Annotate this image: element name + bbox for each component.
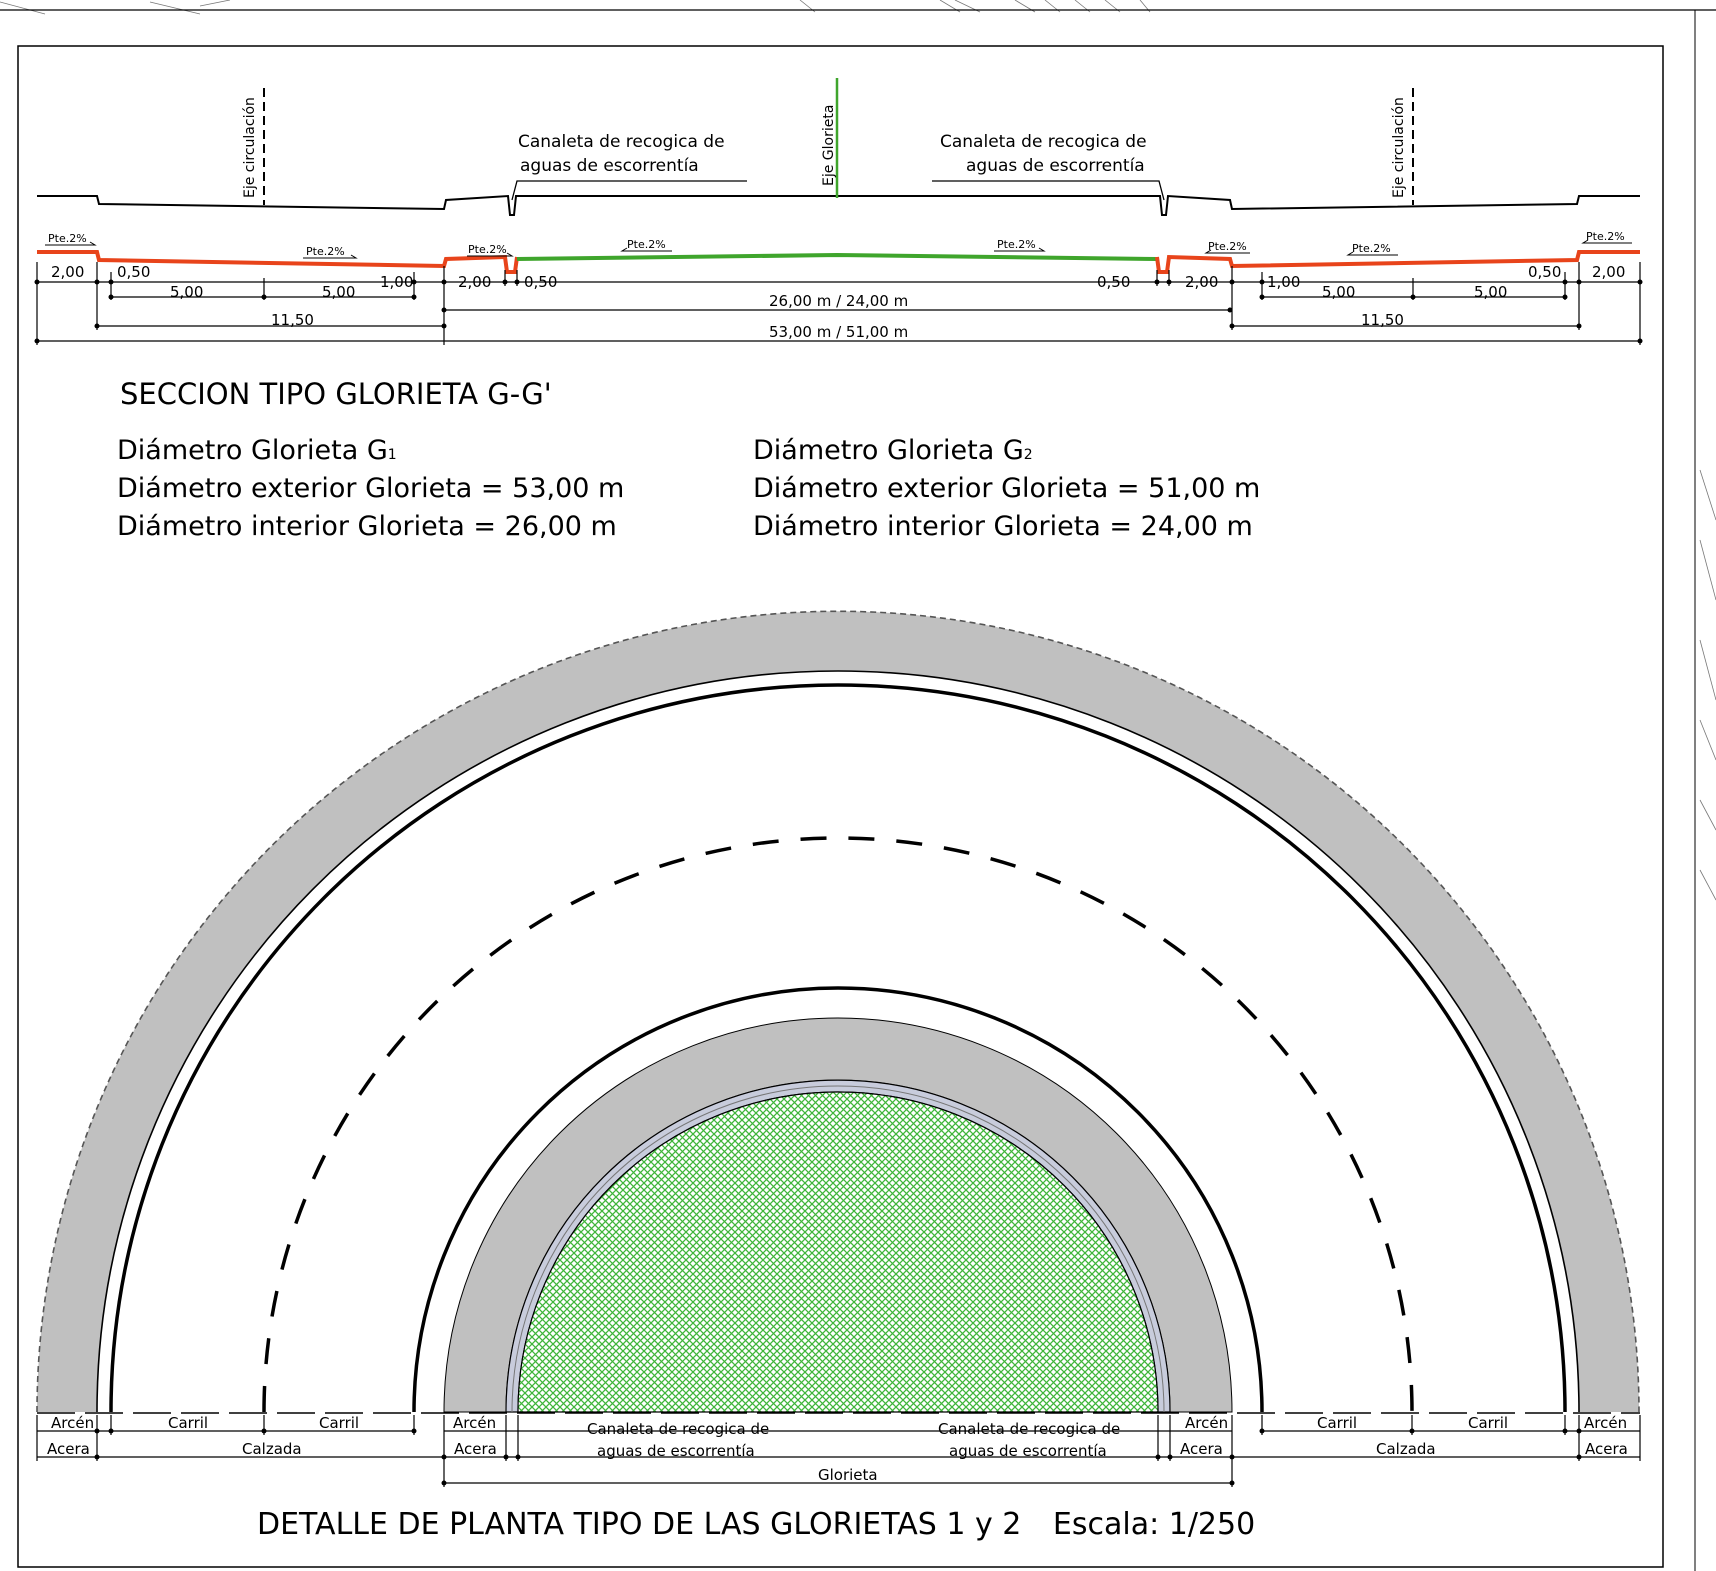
spec-g2: Diámetro Glorieta G2 Diámetro exterior G…	[753, 435, 1260, 542]
svg-text:Canaleta de recogica de: Canaleta de recogica de	[938, 1420, 1120, 1438]
svg-text:Carril: Carril	[319, 1414, 359, 1432]
pavement-profile-right	[1155, 250, 1640, 274]
spec-g1-sub: 1	[388, 447, 397, 463]
axis-left-label: Eje circulación	[242, 97, 258, 198]
svg-text:Carril: Carril	[1317, 1414, 1357, 1432]
svg-text:Pte.2%: Pte.2%	[306, 245, 345, 258]
island-profile	[516, 252, 1158, 261]
curb-outer	[96, 670, 1580, 1413]
inner-road-edge	[412, 986, 1264, 1413]
svg-text:Pte.2%: Pte.2%	[627, 238, 666, 251]
central-island-grass	[517, 1091, 1159, 1413]
svg-text:Diámetro Glorieta G2: Diámetro Glorieta G2	[753, 435, 1033, 466]
sheet-frame	[0, 9, 1716, 1571]
spec-g1-interior: Diámetro interior Glorieta = 26,00 m	[117, 511, 617, 542]
svg-text:Carril: Carril	[1468, 1414, 1508, 1432]
svg-text:Carril: Carril	[168, 1414, 208, 1432]
svg-text:Pte.2%: Pte.2%	[48, 232, 87, 245]
svg-text:0,50: 0,50	[1528, 263, 1561, 281]
svg-text:5,00: 5,00	[1322, 283, 1355, 301]
spec-g2-sub: 2	[1024, 447, 1033, 463]
svg-text:Arcén: Arcén	[51, 1414, 94, 1432]
slope-labels: Pte.2% Pte.2% Pte.2% Pte.2% Pte.2% Pte.2…	[48, 230, 1625, 258]
spec-g1-exterior: Diámetro exterior Glorieta = 53,00 m	[117, 473, 624, 504]
svg-text:Acera: Acera	[454, 1440, 497, 1458]
plan-view	[36, 610, 1640, 1414]
svg-text:Calzada: Calzada	[1376, 1440, 1436, 1458]
svg-text:5,00: 5,00	[322, 283, 355, 301]
dimension-ticks	[34, 279, 1643, 344]
spec-g2-title: Diámetro Glorieta G	[753, 435, 1024, 466]
svg-text:5,00: 5,00	[1474, 283, 1507, 301]
svg-text:11,50: 11,50	[271, 311, 314, 329]
outer-edge-dashed	[36, 610, 1640, 1413]
canaleta-right-leader	[932, 180, 1165, 201]
pavement-profile-left	[37, 250, 519, 274]
svg-text:26,00 m / 24,00 m: 26,00 m / 24,00 m	[769, 292, 908, 310]
axis-right-label: Eje circulación	[1391, 97, 1407, 198]
svg-text:Arcén: Arcén	[1185, 1414, 1228, 1432]
svg-text:1,00: 1,00	[1267, 273, 1300, 291]
spec-g1: Diámetro Glorieta G1 Diámetro exterior G…	[117, 435, 624, 542]
drainage-channel-mid	[511, 1085, 1165, 1413]
svg-text:Acera: Acera	[1180, 1440, 1223, 1458]
section-title: SECCION TIPO GLORIETA G-G'	[120, 377, 552, 411]
dimension-lines	[36, 262, 1641, 345]
curb-outer-2	[109, 683, 1567, 1413]
plan-labels: Arcén Carril Carril Arcén Arcén Carril C…	[47, 1414, 1628, 1484]
svg-text:Diámetro Glorieta G1: Diámetro Glorieta G1	[117, 435, 397, 466]
background-hatch	[0, 0, 1716, 901]
canaleta-left-line2: aguas de escorrentía	[520, 156, 699, 176]
svg-text:Acera: Acera	[1585, 1440, 1628, 1458]
svg-text:Acera: Acera	[47, 1440, 90, 1458]
dimension-values: 2,00 0,50 5,00 5,00 1,00 2,00 0,50 0,50 …	[51, 263, 1625, 341]
plan-title-text: DETALLE DE PLANTA TIPO DE LAS GLORIETAS …	[257, 1507, 1021, 1542]
svg-text:Pte.2%: Pte.2%	[468, 243, 507, 256]
svg-text:2,00: 2,00	[1592, 263, 1625, 281]
svg-text:aguas de escorrentía: aguas de escorrentía	[597, 1442, 755, 1460]
svg-text:11,50: 11,50	[1361, 311, 1404, 329]
svg-text:Canaleta de recogica de: Canaleta de recogica de	[587, 1420, 769, 1438]
svg-text:Arcén: Arcén	[1584, 1414, 1627, 1432]
axis-center-label: Eje Glorieta	[821, 105, 837, 186]
svg-text:53,00 m / 51,00 m: 53,00 m / 51,00 m	[769, 323, 908, 341]
plan-dimension-lines	[36, 1415, 1641, 1487]
svg-text:Calzada: Calzada	[242, 1440, 302, 1458]
plan-scale: Escala: 1/250	[1053, 1507, 1255, 1542]
svg-text:Arcén: Arcén	[453, 1414, 496, 1432]
svg-text:Pte.2%: Pte.2%	[1352, 242, 1391, 255]
spec-g1-title: Diámetro Glorieta G	[117, 435, 388, 466]
svg-text:0,50: 0,50	[524, 273, 557, 291]
svg-text:Pte.2%: Pte.2%	[1208, 240, 1247, 253]
cross-section: Eje circulación Eje circulación Eje Glor…	[34, 78, 1643, 345]
canaleta-left-leader	[511, 180, 747, 201]
canaleta-left-line1: Canaleta de recogica de	[518, 132, 725, 152]
spec-g2-exterior: Diámetro exterior Glorieta = 51,00 m	[753, 473, 1260, 504]
svg-text:aguas de escorrentía: aguas de escorrentía	[949, 1442, 1107, 1460]
plan-title: DETALLE DE PLANTA TIPO DE LAS GLORIETAS …	[257, 1507, 1255, 1542]
svg-text:1,00: 1,00	[380, 273, 413, 291]
svg-text:Glorieta: Glorieta	[818, 1466, 878, 1484]
svg-text:2,00: 2,00	[458, 273, 491, 291]
slope-arrows	[45, 239, 1632, 259]
svg-text:Pte.2%: Pte.2%	[997, 238, 1036, 251]
plan-dimension-ticks	[94, 1428, 1582, 1486]
canaleta-right-line1: Canaleta de recogica de	[940, 132, 1147, 152]
svg-text:Pte.2%: Pte.2%	[1586, 230, 1625, 243]
spec-g2-interior: Diámetro interior Glorieta = 24,00 m	[753, 511, 1253, 542]
svg-text:0,50: 0,50	[117, 263, 150, 281]
svg-text:5,00: 5,00	[170, 283, 203, 301]
canaleta-right-line2: aguas de escorrentía	[966, 156, 1145, 176]
svg-text:0,50: 0,50	[1097, 273, 1130, 291]
svg-text:2,00: 2,00	[1185, 273, 1218, 291]
svg-text:2,00: 2,00	[51, 263, 84, 281]
